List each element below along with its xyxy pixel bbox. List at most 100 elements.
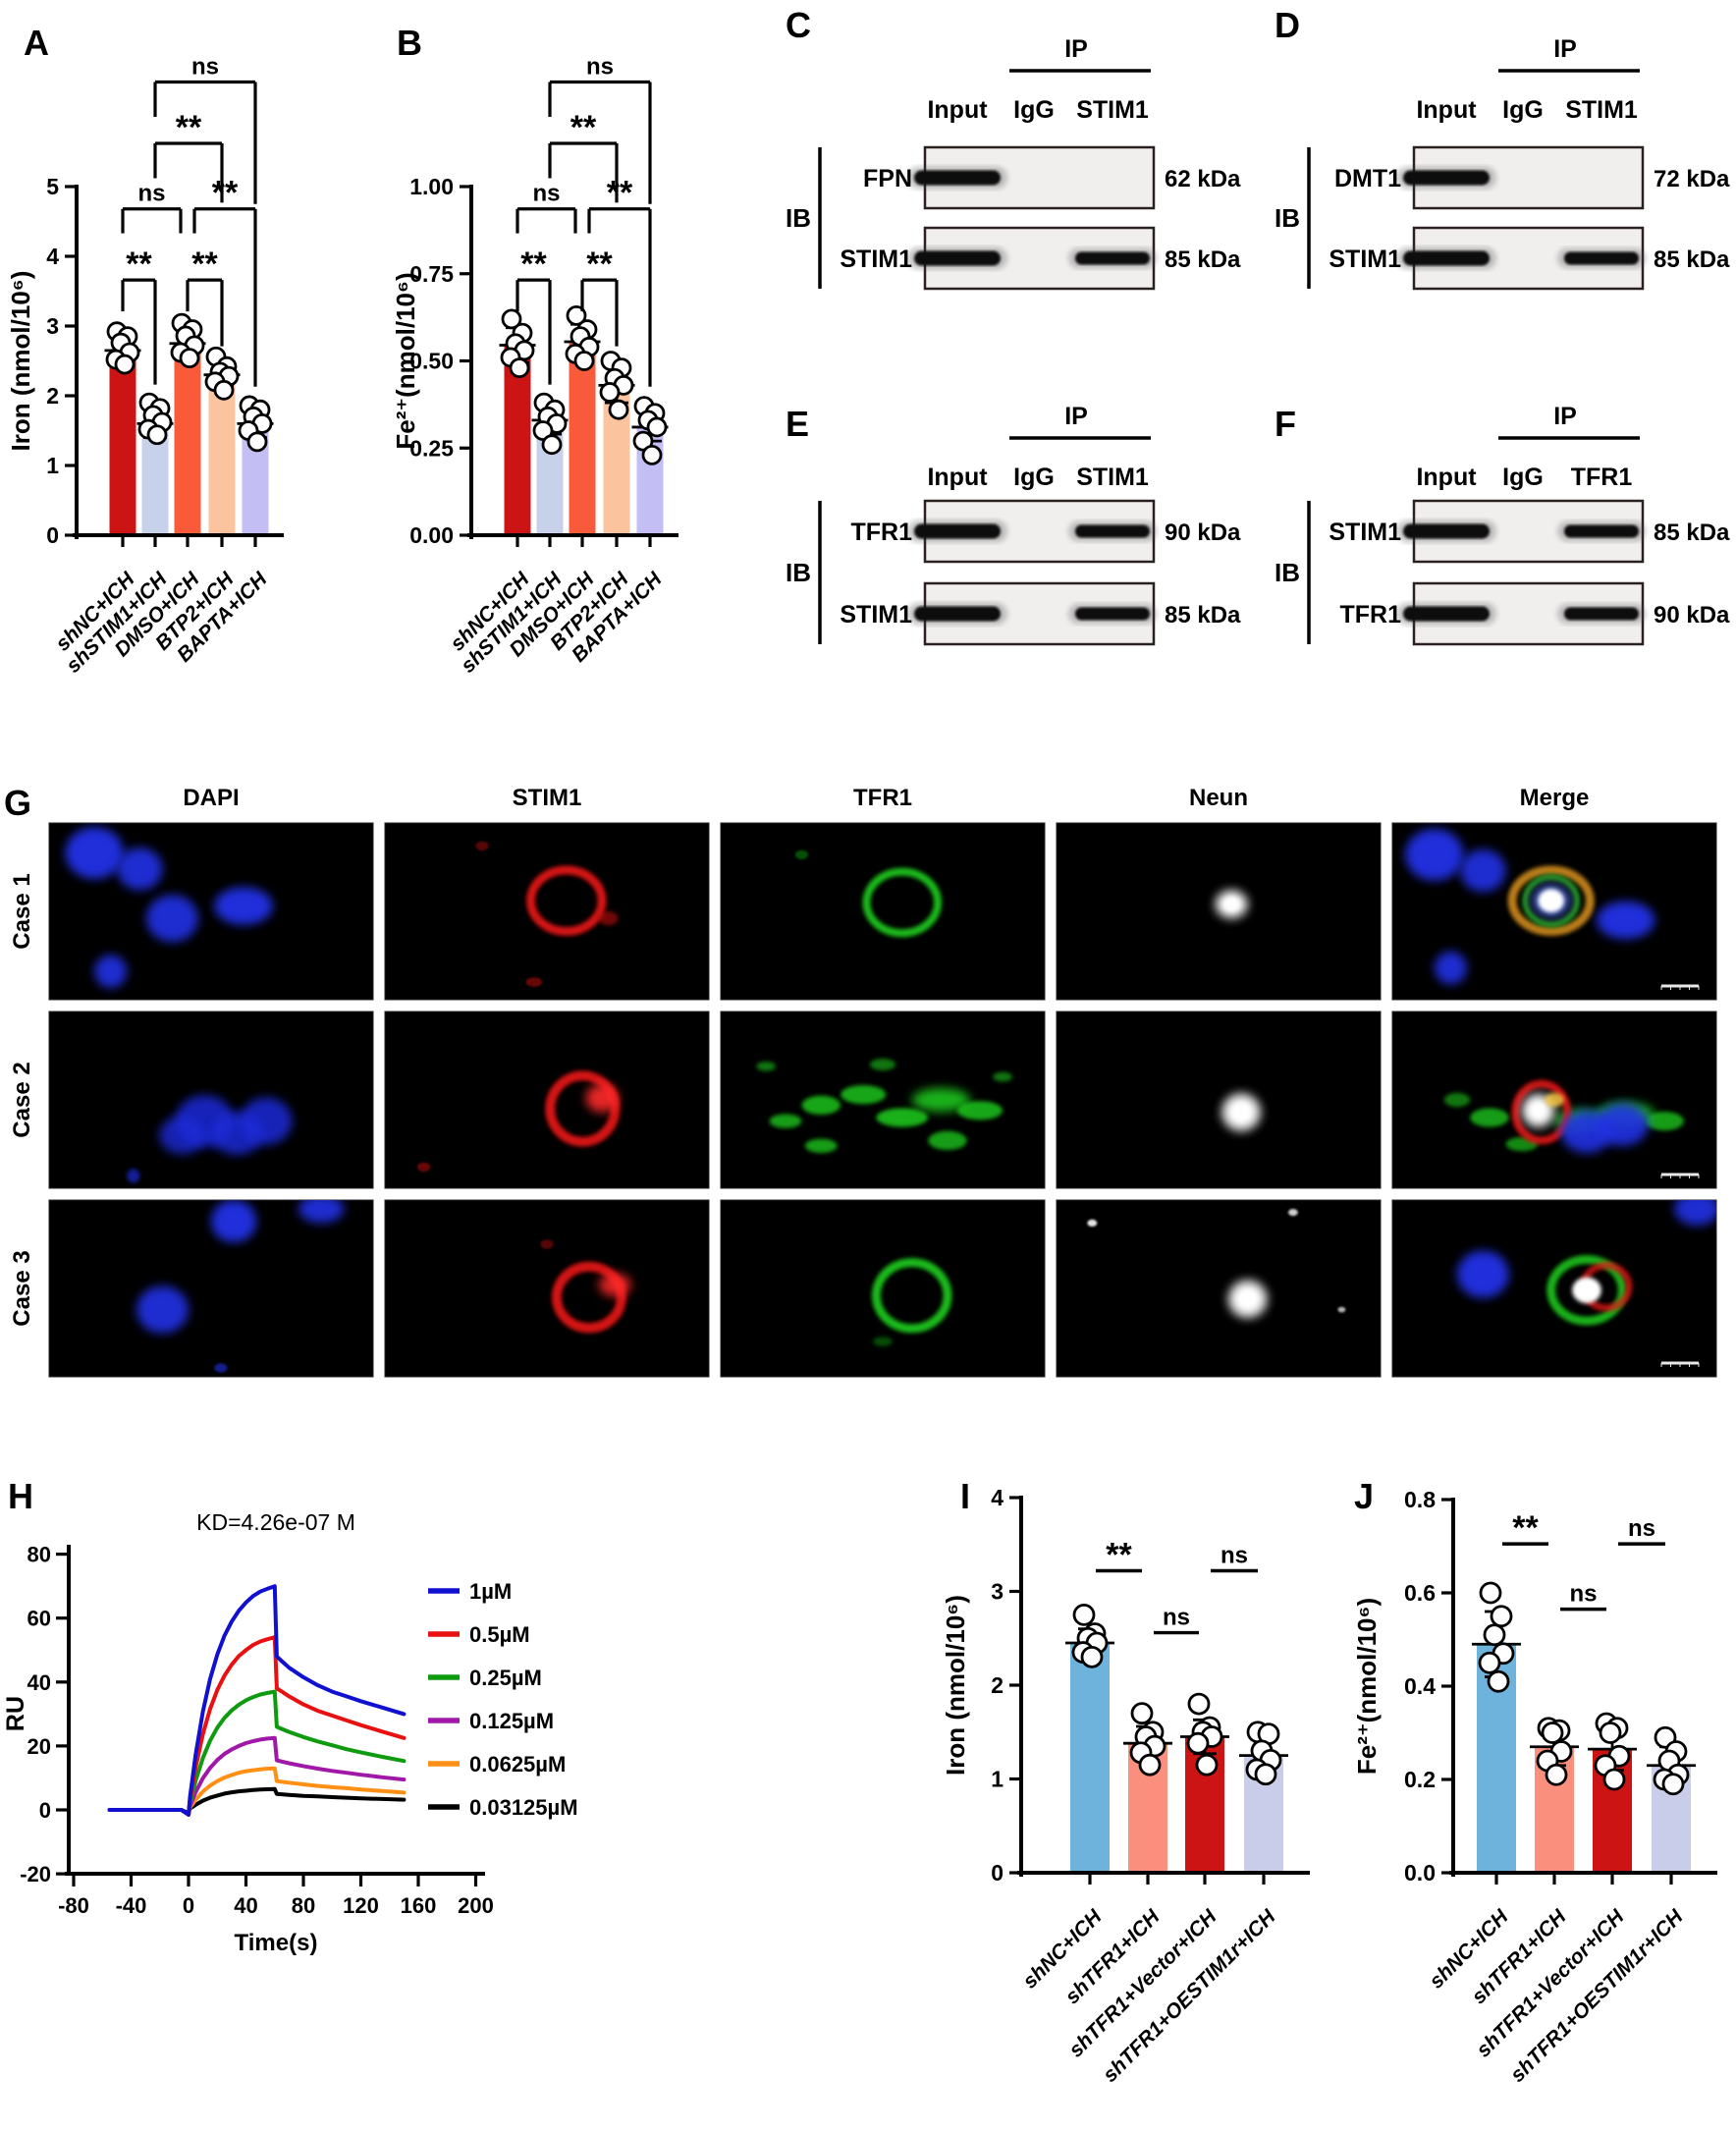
micrograph-frame <box>1056 1011 1382 1189</box>
column-header: STIM1 <box>513 785 582 811</box>
y-axis-tick-label: 4 <box>46 244 59 269</box>
blot-band <box>914 170 1001 186</box>
lane-header: TFR1 <box>1571 464 1633 491</box>
microscopy-cell <box>65 827 273 988</box>
column-header: Merge <box>1520 785 1590 811</box>
data-point <box>641 444 663 465</box>
blot-target-label: DMT1 <box>1334 165 1401 192</box>
panel-J-chart: 0.00.20.40.60.8shNC+ICHshTFR1+ICHshTFR1+… <box>1352 1476 1717 2087</box>
significance-label: ** <box>586 246 613 283</box>
microscopy-cell <box>1087 1209 1346 1318</box>
panel-letter: C <box>786 5 811 45</box>
y-axis-label: Iron (nmol/10⁶) <box>941 1595 970 1776</box>
significance-label: ** <box>1106 1536 1132 1573</box>
cell-blob <box>146 895 198 943</box>
row-label: Case 1 <box>9 873 35 949</box>
microscopy-cell: 0.005 mm <box>1405 829 1700 990</box>
cell-blob <box>1287 1209 1298 1217</box>
cell-blob <box>1087 1219 1098 1227</box>
data-point <box>179 348 200 369</box>
lane-header: IgG <box>1013 96 1055 124</box>
y-axis-tick-label: 20 <box>27 1734 51 1759</box>
cell-blob <box>911 1088 971 1112</box>
blot-band <box>1564 607 1639 621</box>
cell-ring <box>862 867 943 938</box>
microscopy-cell <box>475 841 619 987</box>
panel-letter: A <box>24 23 49 63</box>
cell-ring <box>526 865 607 936</box>
kda-label: 90 kDa <box>1165 519 1241 546</box>
significance-label: ns <box>1569 1581 1597 1608</box>
y-axis-tick-label: 3 <box>991 1579 1004 1605</box>
x-axis-tick-label: 0 <box>183 1893 194 1918</box>
significance-bracket: ns <box>1154 1605 1199 1635</box>
cell-blob <box>756 1062 777 1071</box>
cell-blob <box>1405 829 1464 881</box>
data-point <box>1072 1603 1096 1626</box>
data-point <box>114 354 136 375</box>
cell-ring <box>1546 1255 1627 1326</box>
x-axis-tick-label: 40 <box>234 1893 257 1918</box>
x-axis-tick-label: 120 <box>343 1893 379 1918</box>
y-axis-label: Iron (nmol/10⁶) <box>6 271 35 452</box>
cell-blob <box>298 1200 345 1224</box>
cell-blob <box>956 1101 1004 1121</box>
y-axis-tick-label: 0.8 <box>1404 1487 1436 1512</box>
data-point <box>1599 1722 1622 1744</box>
panel-A-chart: 012345shNC+ICHshSTIM1+ICHDMSO+ICHBTP2+IC… <box>6 23 284 678</box>
lane-header: IgG <box>1502 96 1544 124</box>
significance-bracket: ** <box>1096 1536 1142 1573</box>
data-point <box>1479 1581 1502 1605</box>
blot-target-label: FPN <box>863 165 912 192</box>
cell-blob <box>159 1116 205 1155</box>
y-axis-tick-label: 0.0 <box>1404 1860 1436 1886</box>
y-axis-tick-label: 1.00 <box>409 174 454 199</box>
data-point <box>1541 1722 1564 1744</box>
significance-label: ns <box>137 181 165 207</box>
microscopy-cell <box>1215 890 1248 919</box>
bar <box>1070 1643 1110 1873</box>
cell-blob <box>1231 1103 1251 1122</box>
data-point <box>213 379 235 401</box>
data-point <box>573 351 595 371</box>
scale-bar-label: 0.005 mm <box>1660 972 1700 982</box>
legend-label: 1µM <box>469 1579 512 1604</box>
y-axis-tick-label: 0.50 <box>409 349 454 374</box>
lane-header: Input <box>1416 96 1477 124</box>
cell-blob <box>769 1114 802 1128</box>
significance-bracket: ns <box>515 181 577 234</box>
y-axis-tick-label: 0 <box>46 522 59 548</box>
cell-blob <box>540 1239 554 1249</box>
cell-blob <box>1545 1092 1564 1108</box>
significance-label: ** <box>212 175 239 212</box>
bar <box>109 350 136 535</box>
significance-bracket: ** <box>153 109 224 203</box>
data-point <box>1602 1768 1626 1791</box>
significance-bracket: ns <box>1211 1542 1258 1573</box>
y-axis-label: Fe²⁺(nmol/10⁶) <box>1352 1598 1382 1775</box>
y-axis-tick-label: 4 <box>991 1485 1004 1510</box>
lane-header: IgG <box>1013 464 1055 491</box>
blot-target-label: STIM1 <box>1329 246 1401 273</box>
significance-bracket: ns <box>153 54 257 204</box>
significance-bracket: ** <box>186 246 224 347</box>
cell-blob <box>993 1071 1012 1082</box>
data-point <box>1080 1645 1104 1668</box>
cell-blob <box>475 841 489 851</box>
significance-bracket: ** <box>515 246 552 385</box>
panel-G-microscopy: G DAPI STIM1 TFR1 Neun Merge Case 1 Case 2 Case … <box>4 783 1717 1378</box>
significance-label: ns <box>532 181 560 207</box>
column-header: Neun <box>1189 785 1248 811</box>
x-axis-tick-label: 80 <box>292 1893 315 1918</box>
cell-blob <box>1538 889 1564 913</box>
lane-header: STIM1 <box>1076 464 1149 491</box>
ib-label: IB <box>786 203 811 233</box>
significance-bracket: ** <box>580 246 619 347</box>
microscopy-cell <box>1221 1093 1261 1131</box>
cell-blob <box>804 1138 838 1153</box>
blot-band <box>1075 251 1150 265</box>
blot-band <box>1075 524 1150 538</box>
x-axis-tick-label: -40 <box>116 1893 147 1918</box>
x-axis-tick-label: 200 <box>458 1893 494 1918</box>
bar <box>208 374 236 535</box>
